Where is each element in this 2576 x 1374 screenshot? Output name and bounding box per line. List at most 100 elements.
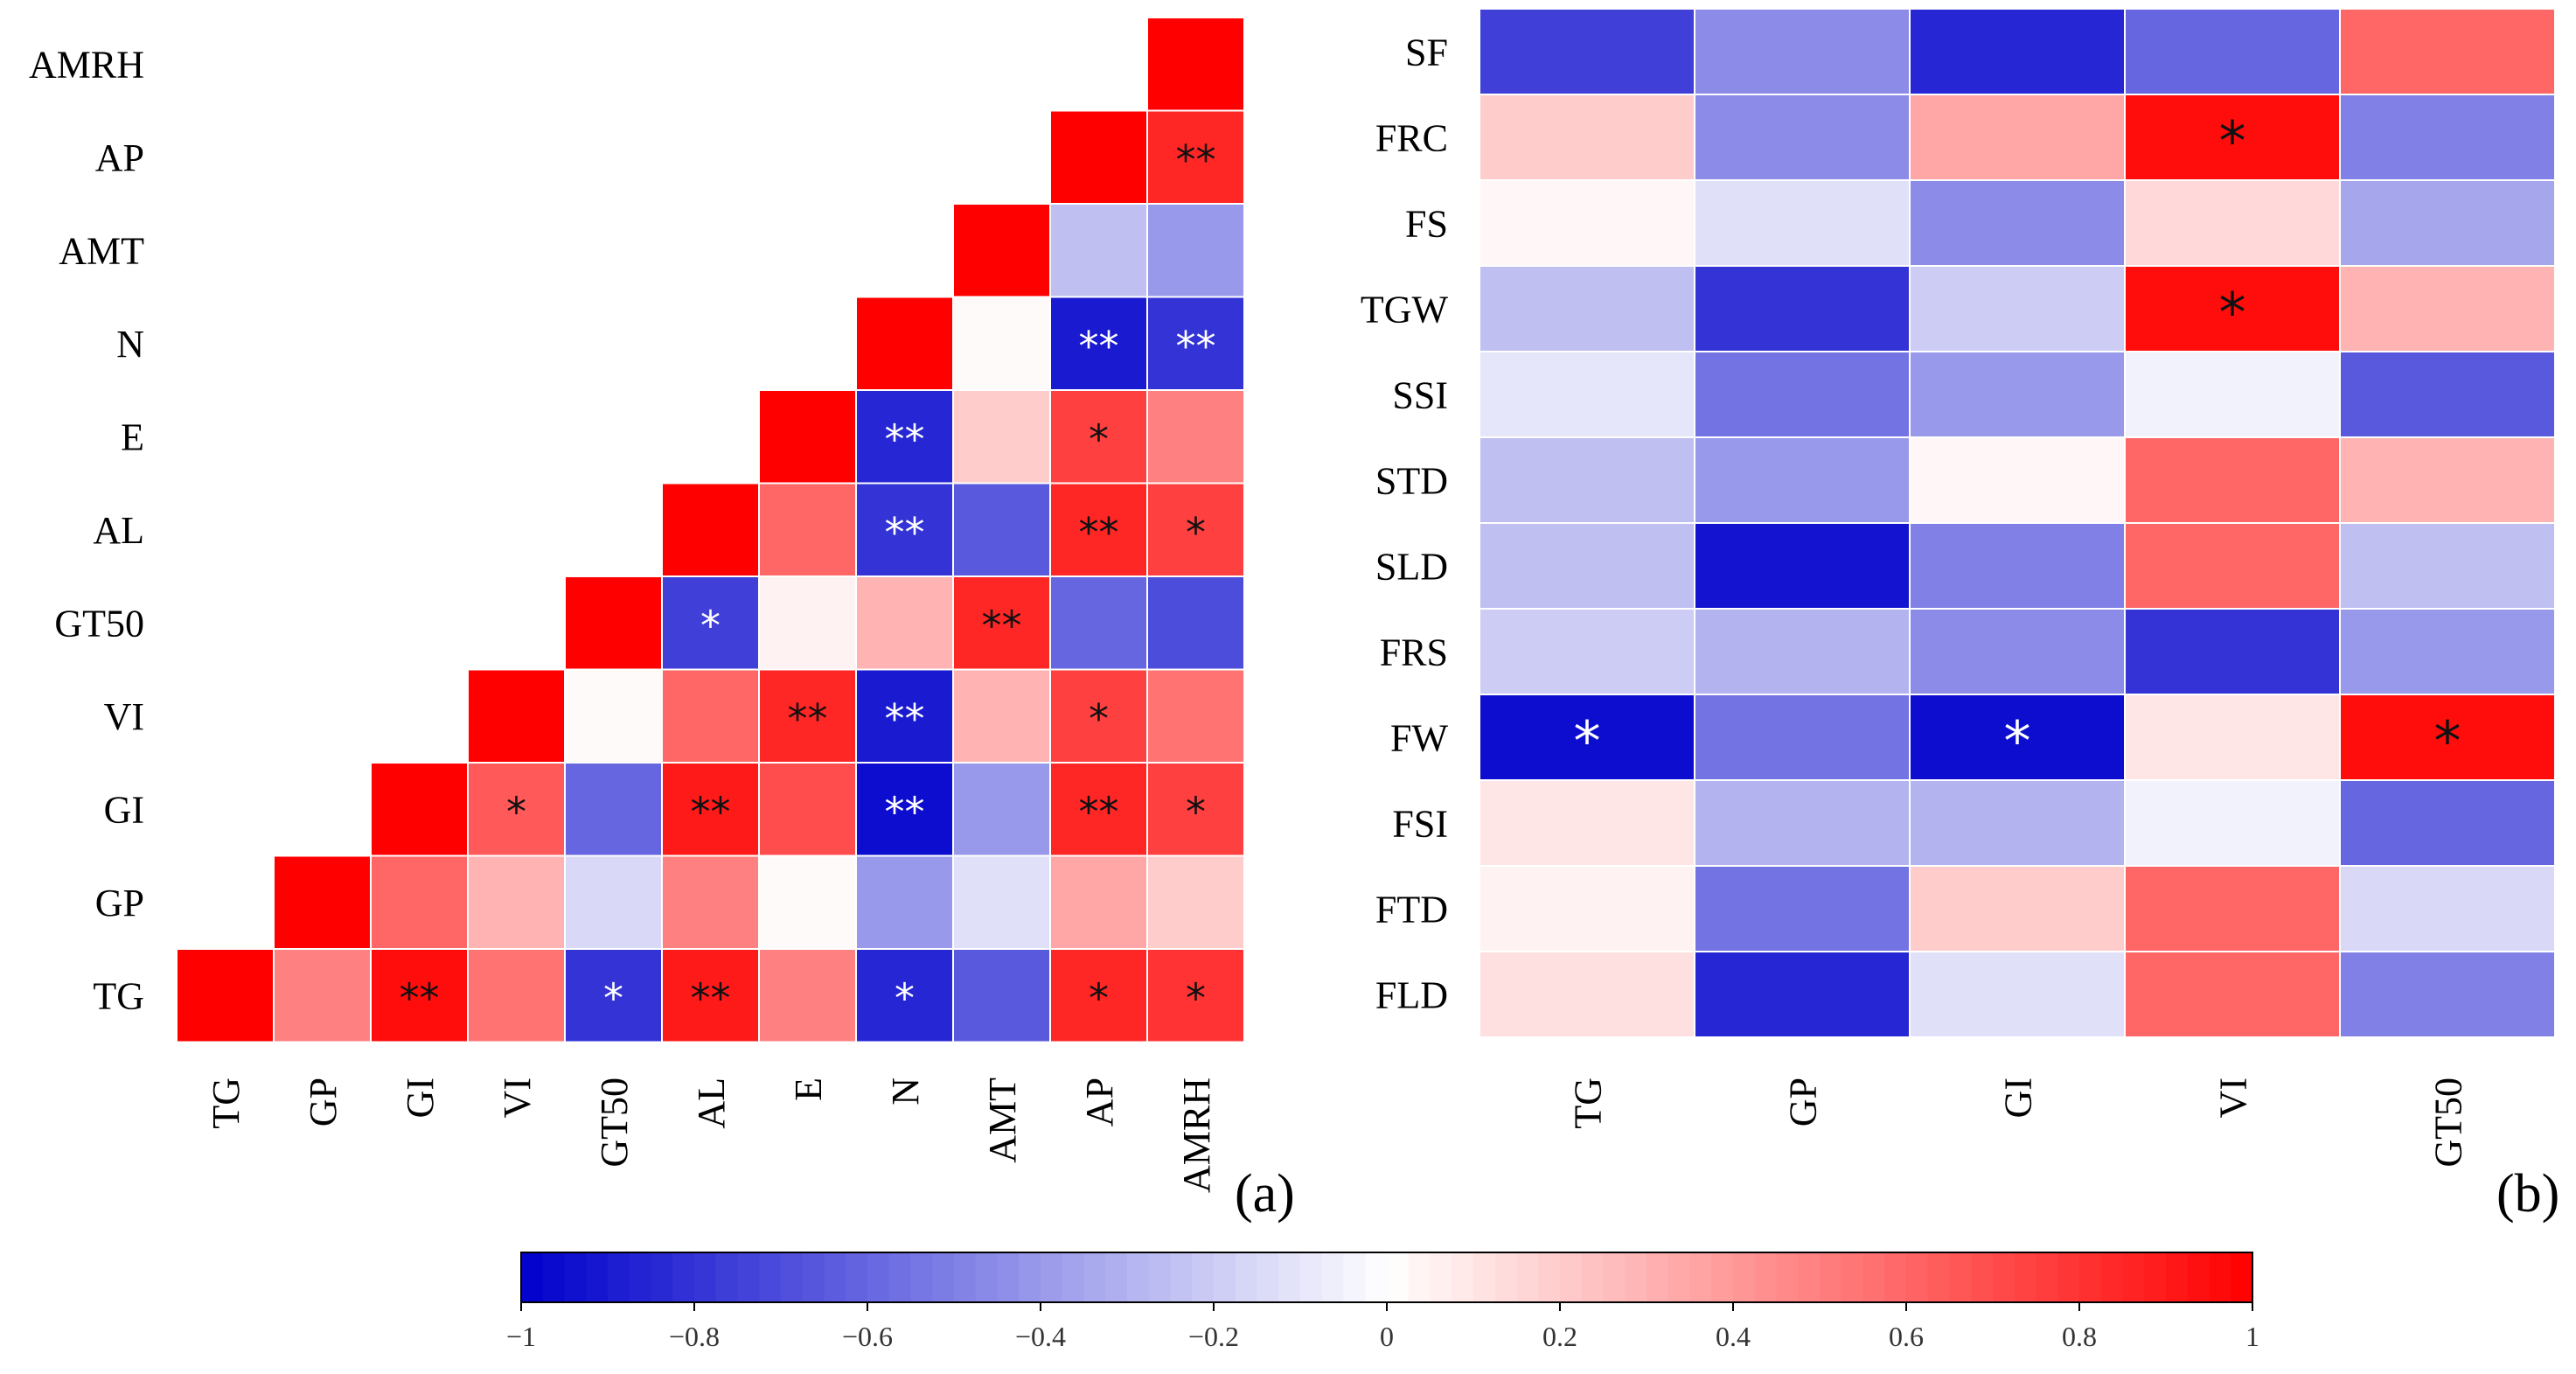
cell-AL-AP bbox=[1049, 482, 1148, 577]
cell-N-AP bbox=[1049, 296, 1148, 391]
cell-GP-GT50 bbox=[564, 854, 663, 950]
cell-N-N bbox=[855, 296, 954, 391]
row-label: AL bbox=[93, 509, 144, 552]
cell-GT50-AP bbox=[1049, 575, 1148, 671]
colorbar-segment bbox=[2144, 1252, 2167, 1302]
cell-E-AP bbox=[1049, 389, 1148, 485]
column-label: GT50 bbox=[593, 1078, 636, 1168]
colorbar-segment bbox=[1689, 1252, 1712, 1302]
colorbar-segment bbox=[932, 1252, 955, 1302]
cell-E-AMT bbox=[952, 389, 1051, 485]
cell-FS-TG bbox=[1479, 179, 1695, 267]
cell-SLD-TG bbox=[1479, 522, 1695, 610]
colorbar-segment bbox=[629, 1252, 652, 1302]
cell-STD-VI bbox=[2124, 436, 2341, 524]
colorbar-segment bbox=[802, 1252, 825, 1302]
colorbar-segment bbox=[1083, 1252, 1106, 1302]
cell-TGW-VI bbox=[2124, 265, 2341, 352]
colorbar-segment bbox=[1733, 1252, 1756, 1302]
cell-FRS-GP bbox=[1694, 608, 1911, 695]
cell-AP-AP bbox=[1049, 109, 1148, 205]
cell-FRS-VI bbox=[2124, 608, 2341, 695]
cell-GI-AP bbox=[1049, 762, 1148, 857]
cell-TG-GP bbox=[273, 948, 372, 1043]
colorbar-segment bbox=[1019, 1252, 1041, 1302]
colorbar-segment bbox=[867, 1252, 890, 1302]
row-label: SLD bbox=[1375, 545, 1448, 588]
colorbar-segment bbox=[1321, 1252, 1345, 1302]
cell-FRC-GT50 bbox=[2339, 94, 2556, 181]
cell-SF-VI bbox=[2124, 8, 2341, 95]
colorbar-segment bbox=[1387, 1252, 1410, 1302]
row-label: AMT bbox=[59, 230, 144, 273]
cell-FS-VI bbox=[2124, 179, 2341, 267]
cell-VI-GT50 bbox=[564, 668, 663, 764]
column-label: GP bbox=[302, 1078, 345, 1126]
colorbar-segment bbox=[824, 1252, 846, 1302]
row-label: E bbox=[121, 416, 144, 459]
colorbar-segment bbox=[2036, 1252, 2058, 1302]
row-label: TGW bbox=[1361, 288, 1449, 331]
row-label: TG bbox=[93, 975, 144, 1018]
cell-GP-AMRH bbox=[1146, 854, 1245, 950]
cell-TGW-TG bbox=[1479, 265, 1695, 352]
panel-label-b: (b) bbox=[2496, 1164, 2559, 1224]
colorbar-segment bbox=[1062, 1252, 1085, 1302]
row-label: GP bbox=[95, 882, 144, 924]
cell-AMT-AP bbox=[1049, 203, 1148, 298]
cell-STD-GT50 bbox=[2339, 436, 2556, 524]
colorbar-segment bbox=[1538, 1252, 1561, 1302]
colorbar-segment bbox=[694, 1252, 717, 1302]
column-label: AMT bbox=[981, 1078, 1024, 1163]
column-label: VI bbox=[2211, 1078, 2254, 1118]
cell-VI-AP bbox=[1049, 668, 1148, 764]
colorbar-segment bbox=[975, 1252, 999, 1302]
colorbar-segment bbox=[1971, 1252, 1994, 1302]
cell-AL-AMRH bbox=[1146, 482, 1245, 577]
colorbar-tick-label: 0.8 bbox=[2062, 1321, 2097, 1352]
colorbar-tick-label: −0.2 bbox=[1188, 1321, 1239, 1352]
colorbar-segment bbox=[2014, 1252, 2037, 1302]
cell-GT50-E bbox=[758, 575, 857, 671]
colorbar-segment bbox=[1365, 1252, 1388, 1302]
cell-N-AMRH bbox=[1146, 296, 1245, 391]
cell-FLD-GP bbox=[1694, 951, 1911, 1038]
colorbar-segment bbox=[1711, 1252, 1734, 1302]
cell-GT50-AMT bbox=[952, 575, 1051, 671]
cell-GP-GI bbox=[370, 854, 469, 950]
colorbar-segment bbox=[608, 1252, 630, 1302]
cell-VI-AMT bbox=[952, 668, 1051, 764]
colorbar-segment bbox=[542, 1252, 566, 1302]
colorbar-segment bbox=[954, 1252, 977, 1302]
cell-VI-E bbox=[758, 668, 857, 764]
cell-FW-GP bbox=[1694, 694, 1911, 781]
row-label: FW bbox=[1390, 716, 1448, 759]
cell-FLD-VI bbox=[2124, 951, 2341, 1038]
cell-GI-GI bbox=[370, 762, 469, 857]
colorbar-segment bbox=[521, 1252, 544, 1302]
cell-TG-AL bbox=[661, 948, 760, 1043]
cell-FTD-VI bbox=[2124, 865, 2341, 952]
cell-AL-AL bbox=[661, 482, 760, 577]
colorbar-segment bbox=[1884, 1252, 1907, 1302]
row-label: FRC bbox=[1375, 116, 1448, 159]
colorbar-segment bbox=[1862, 1252, 1885, 1302]
cell-GI-GT50 bbox=[564, 762, 663, 857]
cell-FSI-GI bbox=[1909, 779, 2126, 867]
cell-VI-AL bbox=[661, 668, 760, 764]
colorbar-segment bbox=[2057, 1252, 2080, 1302]
row-label: FRS bbox=[1380, 631, 1448, 673]
colorbar-segment bbox=[2166, 1252, 2189, 1302]
cell-AMT-AMT bbox=[952, 203, 1051, 298]
colorbar-segment bbox=[1278, 1252, 1301, 1302]
column-label: GI bbox=[399, 1078, 442, 1118]
colorbar-tick-label: −1 bbox=[506, 1321, 536, 1352]
colorbar-tick-label: 1 bbox=[2245, 1321, 2259, 1352]
cell-AL-E bbox=[758, 482, 857, 577]
cell-TG-AP bbox=[1049, 948, 1148, 1043]
panel-label-a: (a) bbox=[1235, 1164, 1295, 1224]
colorbar-segment bbox=[2079, 1252, 2102, 1302]
cell-FW-VI bbox=[2124, 694, 2341, 781]
cell-GT50-GT50 bbox=[564, 575, 663, 671]
colorbar-segment bbox=[1776, 1252, 1799, 1302]
